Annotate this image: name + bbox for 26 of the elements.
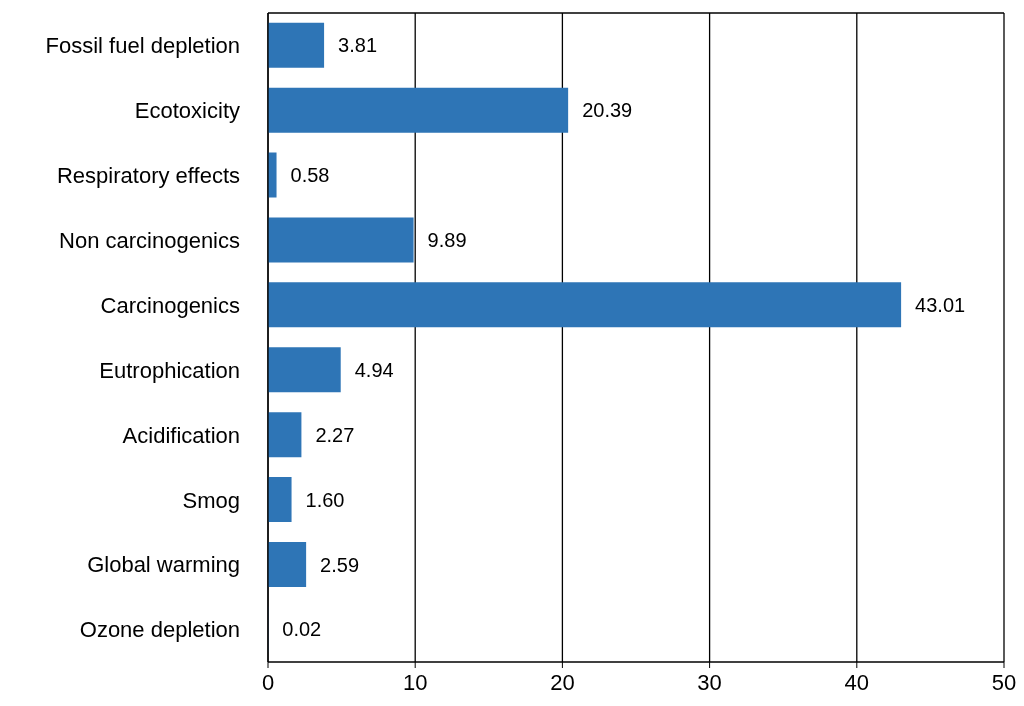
data-label: 4.94 [354,358,394,381]
x-tick-label: 50 [991,669,1017,695]
x-tick-label: 0 [261,669,275,695]
data-label: 43.01 [915,293,966,316]
x-tick-label: 30 [697,669,722,695]
data-label: 1.60 [305,488,345,511]
y-tick-label: Fossil fuel depletion [45,33,240,59]
data-label: 2.27 [315,423,355,446]
data-label: 9.89 [427,229,467,252]
y-tick-label: Carcinogenics [100,292,240,318]
y-tick-label: Ozone depletion [79,617,240,643]
y-tick-label: Eutrophication [99,357,240,383]
y-tick-label: Respiratory effects [56,163,240,189]
data-label: 0.02 [282,618,322,641]
x-tick-label: 40 [844,669,870,695]
y-tick-label: Global warming [87,552,240,578]
y-tick-label: Smog [182,487,240,513]
y-tick-label: Acidification [122,422,240,448]
data-label: 2.59 [320,553,360,576]
y-tick-label: Ecotoxicity [134,98,240,124]
data-label: 20.39 [582,99,633,122]
data-label: 3.81 [338,34,378,57]
x-tick-label: 10 [402,669,428,695]
data-label: 0.58 [290,164,330,187]
y-tick-label: Non carcinogenics [59,227,240,253]
x-tick-label: 20 [550,669,575,695]
